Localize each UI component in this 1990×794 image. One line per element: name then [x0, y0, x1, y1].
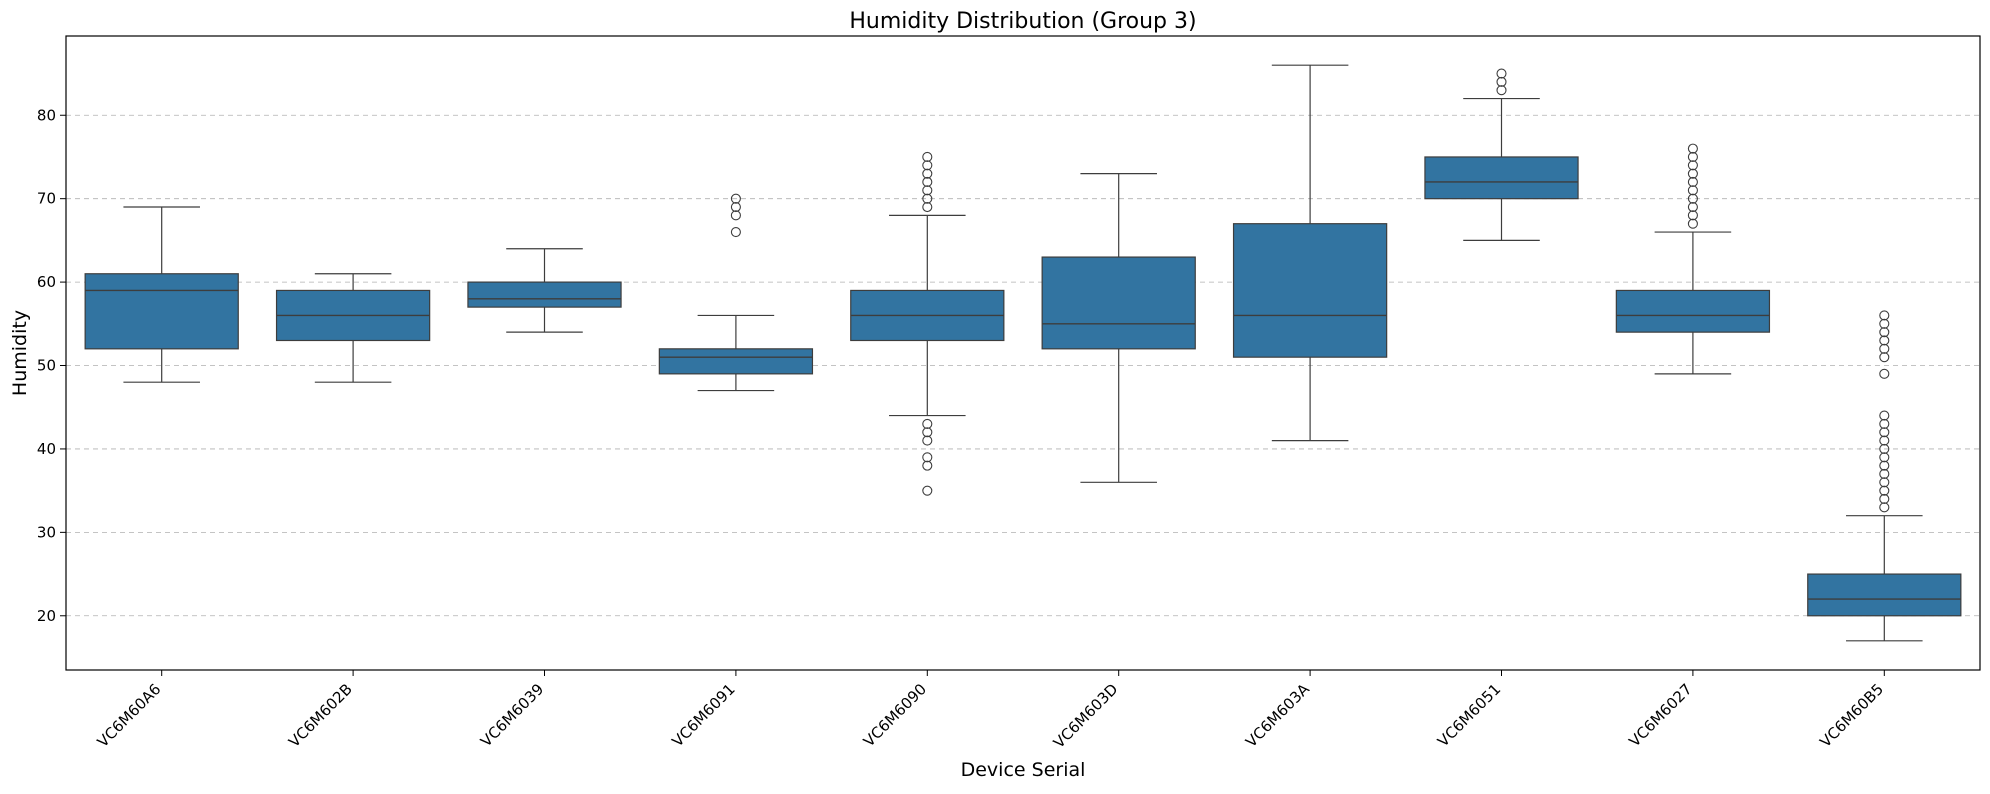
y-tick-label: 70 — [37, 190, 56, 208]
outlier-point — [922, 193, 933, 204]
outlier-point — [1879, 343, 1890, 354]
plot-frame — [65, 35, 1981, 671]
x-tick-label: VC6M60A6 — [94, 680, 165, 751]
iqr-box — [467, 281, 622, 308]
box-group — [84, 206, 239, 383]
outlier-point — [1879, 368, 1890, 379]
outlier-point — [730, 226, 741, 238]
outlier-point — [730, 193, 741, 204]
outlier-point — [1879, 452, 1890, 463]
outlier-point — [922, 452, 933, 463]
outlier-point — [1687, 201, 1698, 213]
box-group — [467, 248, 622, 333]
box-group — [1807, 310, 1962, 642]
chart-title: Humidity Distribution (Group 3) — [849, 9, 1196, 34]
x-tick-label: VC6M6039 — [477, 680, 547, 750]
outlier-point — [922, 427, 933, 438]
outlier-point — [1879, 468, 1890, 480]
outlier-point — [1879, 318, 1890, 329]
outlier-point — [1879, 443, 1890, 454]
outlier-point — [1879, 477, 1890, 488]
outlier-point — [1687, 193, 1698, 204]
iqr-box — [84, 273, 239, 350]
outlier-point — [1687, 176, 1698, 188]
outlier-point — [1687, 168, 1698, 179]
x-tick-label: VC6M602B — [285, 680, 356, 751]
iqr-box — [1232, 223, 1388, 358]
box-group — [658, 193, 814, 392]
outlier-point — [922, 460, 933, 471]
box-group — [1041, 173, 1196, 483]
outlier-point — [922, 151, 933, 163]
iqr-box — [1807, 573, 1962, 617]
x-tick-label: VC6M6051 — [1434, 680, 1504, 750]
outlier-point — [1496, 85, 1507, 96]
iqr-box — [658, 348, 814, 375]
x-axis-label: Device Serial — [961, 759, 1086, 781]
outlier-point — [730, 210, 741, 221]
outlier-point — [730, 201, 741, 213]
outlier-point — [1496, 76, 1507, 87]
iqr-box — [1041, 256, 1196, 350]
outlier-point — [1879, 493, 1890, 505]
y-tick-label: 40 — [37, 440, 56, 458]
outlier-point — [922, 160, 933, 171]
x-tick-label: VC6M6091 — [668, 680, 738, 750]
outlier-point — [1879, 427, 1890, 438]
outlier-point — [1879, 502, 1890, 513]
outlier-point — [1879, 335, 1890, 346]
iqr-box — [1615, 289, 1771, 333]
x-tick-label: VC6M603A — [1242, 680, 1313, 751]
outlier-point — [1687, 160, 1698, 171]
box-group — [1232, 64, 1388, 442]
x-tick-label: VC6M6090 — [860, 680, 930, 750]
outlier-point — [1687, 218, 1698, 229]
outlier-point — [1879, 418, 1890, 429]
y-axis-label: Humidity — [9, 310, 31, 396]
outlier-point — [1496, 68, 1507, 79]
x-tick-label: VC6M60B5 — [1816, 680, 1887, 751]
box-group — [1424, 68, 1579, 241]
y-tick-label: 80 — [37, 106, 56, 124]
outlier-point — [1879, 435, 1890, 446]
outlier-point — [1687, 185, 1698, 196]
outlier-point — [1687, 151, 1698, 163]
y-tick-label: 50 — [37, 357, 56, 375]
outlier-point — [1879, 310, 1890, 321]
outlier-point — [922, 185, 933, 196]
outlier-point — [922, 485, 933, 496]
y-tick-label: 60 — [37, 273, 56, 291]
outlier-point — [922, 176, 933, 188]
box-group — [850, 151, 1005, 496]
outlier-point — [922, 168, 933, 179]
outlier-point — [922, 435, 933, 446]
outlier-point — [1879, 352, 1890, 363]
boxes-layer — [84, 64, 1962, 642]
x-axis-ticks: VC6M60A6 VC6M602B VC6M6039 VC6M6091 VC6M6090… — [94, 670, 1887, 752]
outlier-point — [1879, 460, 1890, 471]
iqr-box — [1424, 156, 1579, 200]
outlier-point — [1879, 485, 1890, 496]
x-tick-label: VC6M6027 — [1625, 680, 1695, 750]
y-tick-label: 30 — [37, 523, 56, 541]
y-axis-ticks: 20 30 40 50 60 70 80 — [37, 106, 66, 625]
outlier-point — [1879, 327, 1890, 338]
outlier-point — [1879, 410, 1890, 421]
outlier-point — [1687, 210, 1698, 221]
box-group — [275, 273, 431, 383]
outlier-point — [1687, 143, 1698, 154]
y-tick-label: 20 — [37, 607, 56, 625]
x-tick-label: VC6M603D — [1050, 680, 1122, 752]
outlier-point — [922, 418, 933, 429]
box-group — [1615, 143, 1771, 375]
outlier-point — [922, 201, 933, 213]
grid-lines — [66, 114, 1980, 617]
